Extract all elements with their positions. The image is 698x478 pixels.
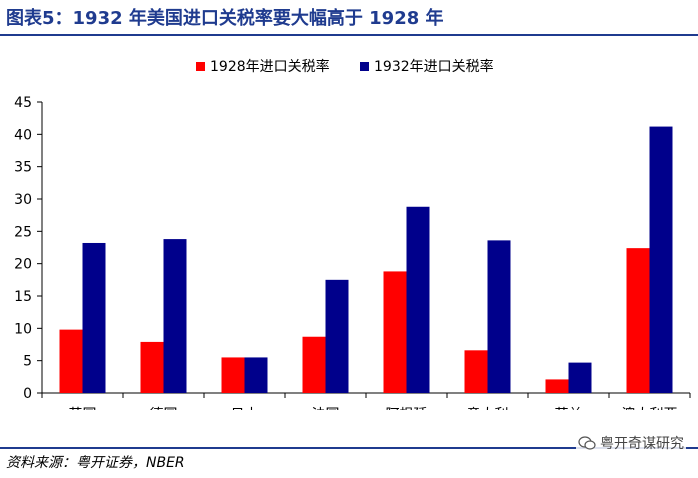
x-axis: 英国 德国 日本 法国 阿根廷 意大利 荷兰 澳大利亚	[41, 392, 691, 410]
bar-1928-2	[221, 357, 245, 393]
bar-1928-3	[302, 336, 326, 393]
y-tick-label: 0	[23, 386, 32, 402]
figure-title: 图表5：1932 年美国进口关税率要大幅高于 1928 年	[6, 8, 444, 29]
bar-1932-0	[82, 242, 106, 393]
source-note: 资料来源：粤开证券，NBER	[6, 455, 185, 471]
bar-1928-4	[383, 271, 407, 393]
y-tick-label: 35	[14, 160, 32, 176]
x-tick-label: 意大利	[467, 406, 509, 410]
legend-label-1: 1932年进口关税率	[374, 58, 494, 75]
y-tick-label: 40	[14, 127, 32, 143]
y-tick-label: 15	[14, 289, 32, 305]
wechat-icon	[578, 436, 596, 450]
footer-divider	[0, 447, 698, 449]
legend-label-0: 1928年进口关税率	[210, 58, 330, 75]
x-tick-label: 德国	[150, 407, 178, 410]
bar-1928-0	[59, 329, 83, 393]
header-divider	[0, 34, 698, 36]
y-tick-label: 30	[14, 192, 32, 208]
y-tick-label: 20	[14, 257, 32, 273]
x-tick-label: 日本	[231, 407, 259, 410]
bar-1932-1	[163, 239, 187, 393]
bar-1932-2	[244, 357, 268, 393]
y-tick-label: 25	[14, 224, 32, 240]
legend-swatch-1	[360, 62, 369, 71]
bars-group	[59, 126, 673, 393]
y-tick-label: 5	[23, 354, 32, 370]
bar-1932-3	[325, 279, 349, 393]
x-tick-label: 英国	[69, 406, 97, 410]
watermark-text: 粤开奇谋研究	[600, 436, 684, 452]
y-tick-label: 10	[14, 321, 32, 337]
bar-1932-7	[649, 126, 673, 393]
bar-1928-6	[545, 379, 569, 393]
bar-1928-7	[626, 248, 650, 393]
watermark: 粤开奇谋研究	[576, 433, 686, 453]
chart-legend: 1928年进口关税率 1932年进口关税率	[196, 58, 494, 75]
legend-swatch-0	[196, 62, 205, 71]
x-tick-label: 澳大利亚	[622, 407, 678, 410]
bar-chart: 1928年进口关税率 1932年进口关税率 051015202530354045 …	[14, 58, 691, 410]
x-tick-label: 荷兰	[555, 407, 583, 410]
bar-1928-5	[464, 350, 488, 393]
y-axis: 0 5 10 15 20 25 30 35 40 45	[14, 95, 43, 402]
bar-1932-5	[487, 240, 511, 393]
bar-1932-4	[406, 206, 430, 393]
y-tick-label: 45	[14, 95, 32, 111]
bar-1932-6	[568, 362, 592, 393]
bar-1928-1	[140, 341, 164, 393]
x-tick-label: 阿根廷	[386, 407, 428, 410]
x-tick-label: 法国	[312, 407, 340, 410]
